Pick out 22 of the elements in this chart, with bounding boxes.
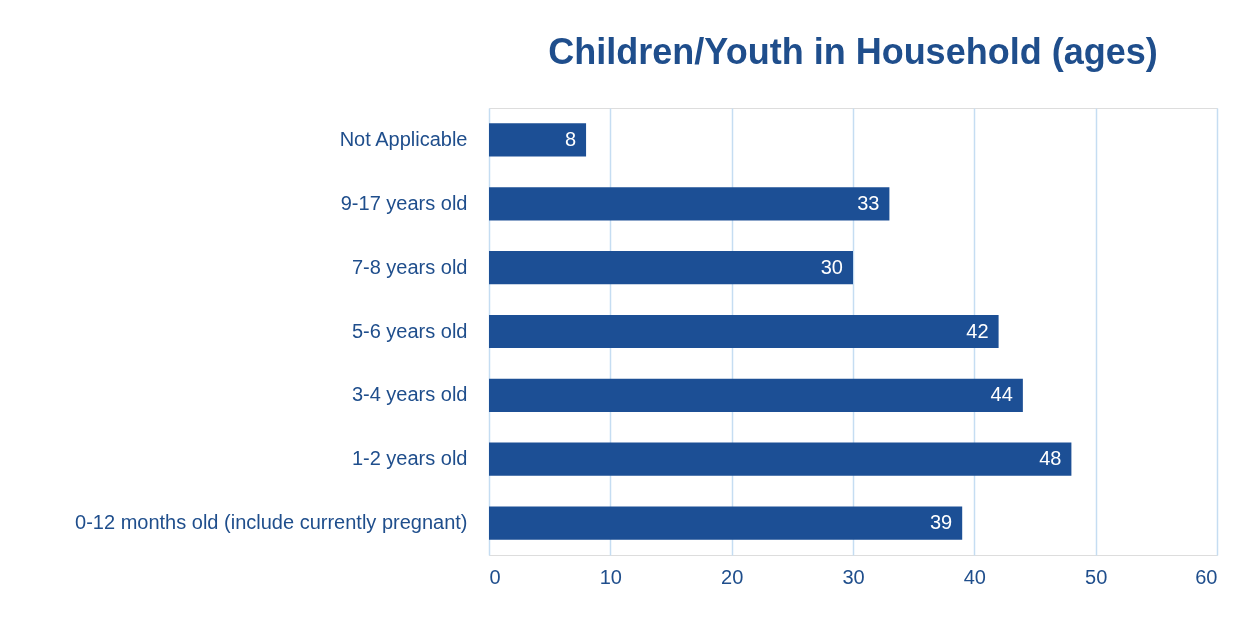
data-label: 30 xyxy=(820,255,843,278)
y-tick-label: 7-8 years old xyxy=(351,255,468,278)
x-tick-label: 50 xyxy=(1085,565,1108,588)
x-tick-label: 60 xyxy=(1195,565,1218,588)
data-label: 8 xyxy=(564,127,577,150)
y-tick-label: Not Applicable xyxy=(339,127,468,150)
x-tick-label: 30 xyxy=(842,565,865,588)
data-label: 42 xyxy=(966,319,989,342)
y-tick-label: 5-6 years old xyxy=(351,319,468,342)
x-tick-label: 20 xyxy=(721,565,744,588)
y-tick-label: 0-12 months old (include currently pregnant) xyxy=(75,511,468,534)
data-label: 39 xyxy=(929,511,953,534)
x-tick-label: 0 xyxy=(489,565,501,588)
data-label: 48 xyxy=(1039,447,1062,470)
data-label: 44 xyxy=(990,383,1013,406)
y-tick-label: 1-2 years old xyxy=(351,447,468,470)
x-tick-label: 10 xyxy=(599,565,622,588)
x-tick-label: 40 xyxy=(963,565,986,588)
data-label: 33 xyxy=(857,191,880,214)
chart-title: Children/Youth in Household (ages) xyxy=(548,31,1158,72)
y-tick-label: 9-17 years old xyxy=(340,191,468,214)
y-tick-label: 3-4 years old xyxy=(351,383,468,406)
